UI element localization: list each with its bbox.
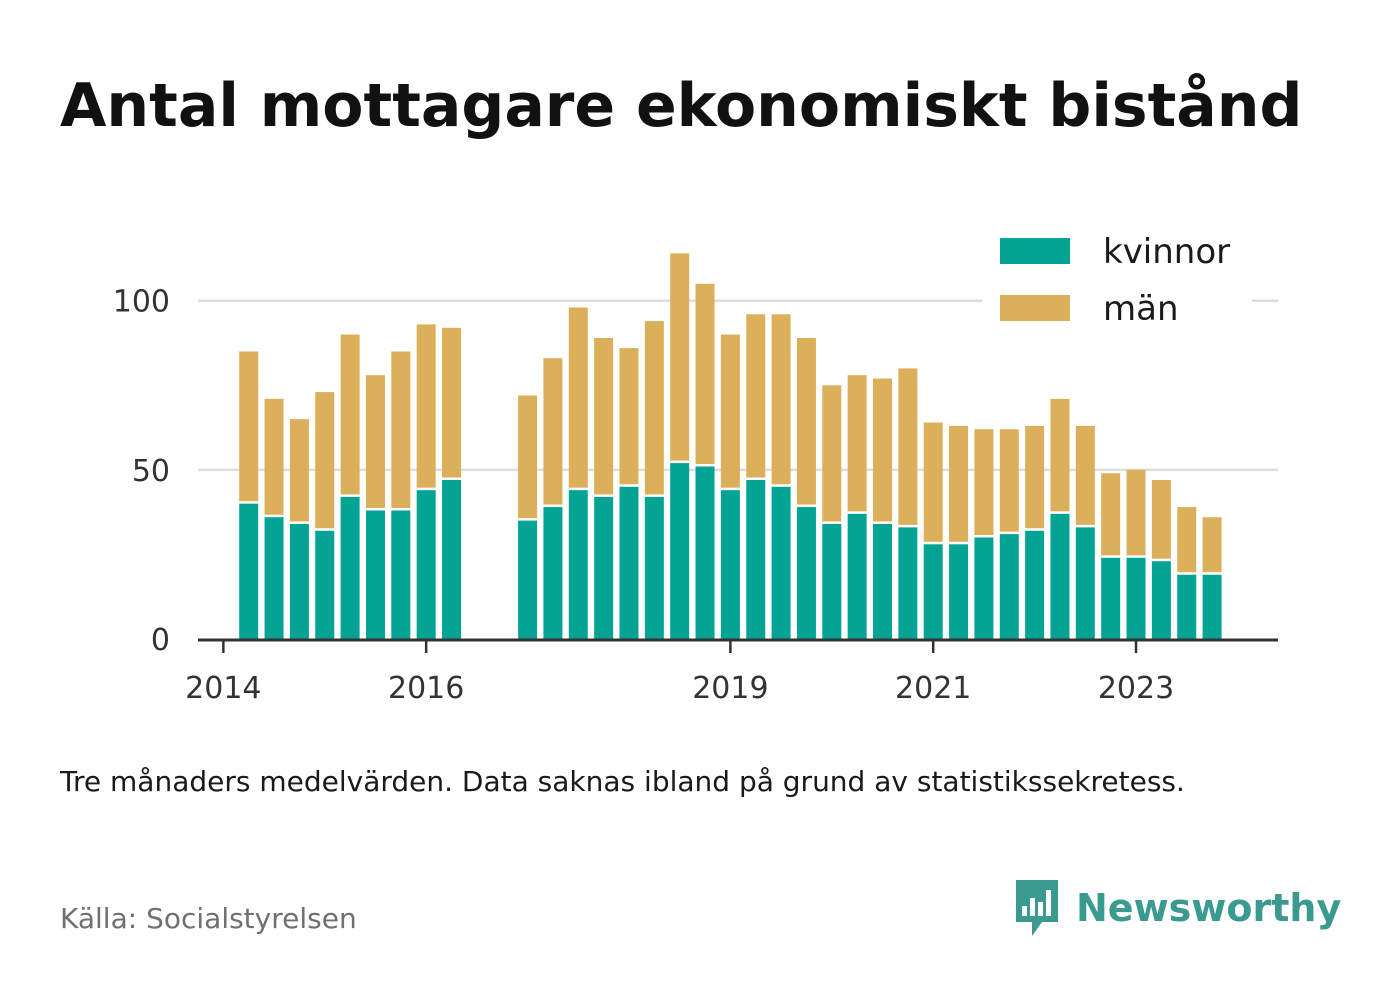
bar-kvinnor (898, 527, 918, 639)
bar-man (1025, 425, 1045, 529)
bar-man (619, 348, 639, 485)
bar-man (416, 324, 436, 488)
bar-man (315, 392, 335, 529)
bar-man (239, 351, 259, 502)
bar-man (264, 398, 284, 515)
bar-kvinnor (315, 530, 335, 639)
bar-kvinnor (1177, 574, 1197, 639)
bar-kvinnor (340, 496, 360, 639)
bar-man (1101, 473, 1121, 556)
bar-kvinnor (670, 463, 690, 639)
bar-man (949, 425, 969, 542)
bar-kvinnor (746, 480, 766, 639)
bar-kvinnor (1151, 561, 1171, 639)
bar-kvinnor (999, 534, 1019, 639)
bar-kvinnor (1101, 557, 1121, 639)
bar-kvinnor (1126, 557, 1146, 639)
brand-name: Newsworthy (1076, 886, 1342, 930)
bar-kvinnor (391, 510, 411, 639)
bar-man (898, 368, 918, 525)
x-tick-label: 2016 (388, 671, 464, 706)
bar-kvinnor (695, 466, 715, 639)
bar-man (1075, 425, 1095, 525)
bar-man (518, 395, 538, 519)
bar-man (746, 314, 766, 478)
bar-man (442, 327, 462, 478)
bar-kvinnor (416, 490, 436, 639)
bar-kvinnor (720, 490, 740, 639)
bar-kvinnor (873, 523, 893, 639)
bar-kvinnor (923, 544, 943, 639)
bar-kvinnor (442, 480, 462, 639)
x-tick-label: 2019 (692, 671, 768, 706)
bar-man (568, 307, 588, 488)
legend-swatch (1000, 238, 1070, 264)
bar-man (796, 337, 816, 505)
y-tick-label: 0 (151, 623, 170, 658)
bar-kvinnor (771, 486, 791, 639)
bar-kvinnor (264, 517, 284, 639)
bar-man (695, 283, 715, 464)
bar-kvinnor (594, 496, 614, 639)
bar-man (543, 358, 563, 505)
bar-kvinnor (974, 537, 994, 639)
bar-man (391, 351, 411, 508)
bar-kvinnor (644, 496, 664, 639)
bar-man (644, 321, 664, 495)
bar-man (1126, 469, 1146, 556)
axes: 0 50 100 2014 2016 2019 2021 2023 (113, 285, 1278, 706)
x-tick-label: 2014 (185, 671, 261, 706)
bar-kvinnor (518, 520, 538, 639)
legend-swatch (1000, 295, 1070, 321)
bar-man (771, 314, 791, 485)
y-tick-label: 50 (132, 454, 170, 489)
bar-man (1151, 480, 1171, 559)
bar-kvinnor (1025, 530, 1045, 639)
bar-kvinnor (847, 513, 867, 639)
bar-kvinnor (796, 507, 816, 639)
bar-man (999, 429, 1019, 532)
x-tick-label: 2023 (1098, 671, 1174, 706)
bar-kvinnor (1075, 527, 1095, 639)
bars (239, 253, 1222, 639)
bar-kvinnor (239, 503, 259, 639)
bar-man (822, 385, 842, 522)
bar-man (289, 419, 309, 522)
brand-logo: Newsworthy (1012, 876, 1341, 940)
x-tick-label: 2021 (895, 671, 971, 706)
legend-label: män (1103, 289, 1179, 329)
bar-man (720, 334, 740, 488)
bar-man (594, 337, 614, 495)
bar-kvinnor (1050, 513, 1070, 639)
bar-man (923, 422, 943, 542)
bar-man (974, 429, 994, 536)
bar-kvinnor (1202, 574, 1222, 639)
page-title: Antal mottagare ekonomiskt bistånd (60, 71, 1303, 141)
chart-note: Tre månaders medelvärden. Data saknas ib… (60, 765, 1185, 798)
bar-kvinnor (822, 523, 842, 639)
bar-man (670, 253, 690, 461)
bar-kvinnor (619, 486, 639, 639)
bar-man (873, 378, 893, 522)
source-label: Källa: Socialstyrelsen (60, 902, 357, 935)
bar-kvinnor (289, 523, 309, 639)
bar-man (847, 375, 867, 512)
legend-label: kvinnor (1103, 232, 1230, 272)
bar-kvinnor (568, 490, 588, 639)
bar-kvinnor (365, 510, 385, 639)
bar-man (1202, 517, 1222, 573)
bar-kvinnor (543, 507, 563, 639)
stacked-bar-chart: 0 50 100 2014 2016 2019 2021 2023 kvinnor män (112, 226, 1278, 706)
bar-kvinnor (949, 544, 969, 639)
newsworthy-logo-icon (1016, 880, 1058, 936)
bar-man (1177, 507, 1197, 573)
legend: kvinnor män (982, 226, 1252, 354)
bar-man (340, 334, 360, 495)
bar-man (365, 375, 385, 508)
y-tick-label: 100 (113, 285, 170, 320)
bar-man (1050, 398, 1070, 512)
